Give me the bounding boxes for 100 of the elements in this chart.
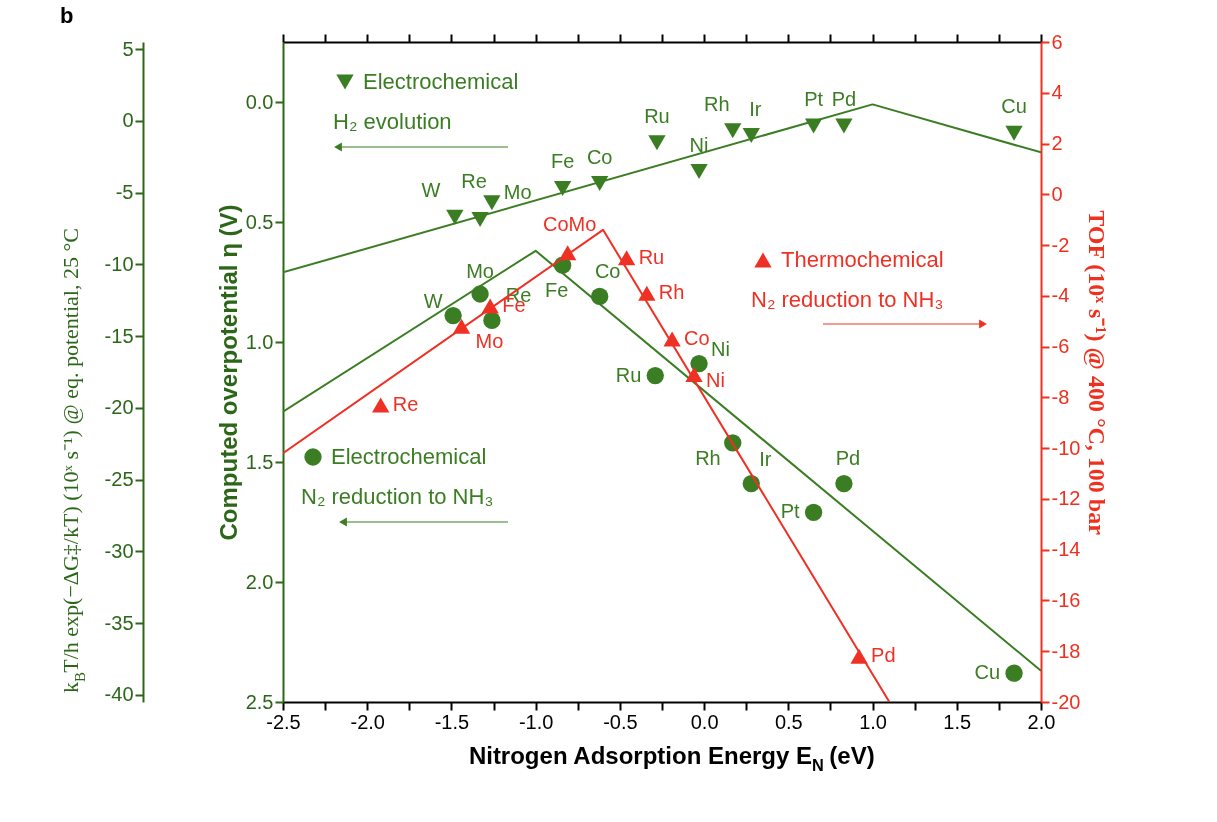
data-label: Mo [475,330,504,353]
point [663,331,681,347]
point [446,209,464,225]
data-label: Ni [689,133,709,156]
point [685,367,703,383]
y2-tick-label: 2 [1051,132,1063,155]
point [804,503,823,522]
point [638,285,656,301]
data-label: Rh [658,281,685,304]
data-label: Ni [706,368,725,391]
data-label: CoMo [542,212,597,235]
point [444,306,462,325]
y2-tick-label: -4 [1051,284,1070,307]
point [690,354,708,373]
data-label: Mo [466,260,494,282]
data-label: Pt [780,500,801,523]
y2-tick-label: -18 [1051,639,1081,662]
data-label: Cu [1001,95,1027,118]
x-tick-label: -1.5 [434,710,470,733]
data-label: Pd [871,644,896,667]
y2-tick-label: -10 [1051,436,1081,459]
point [471,285,489,303]
point [471,212,489,228]
data-label: Cu [974,661,1001,684]
text: b [60,3,74,28]
point [1005,125,1023,141]
y2-axis-title: TOF (10ˣ s⁻¹) @ 400 °C, 100 bar [1083,210,1111,536]
point [742,128,760,144]
y2-tick-label: 0 [1051,182,1063,205]
x-tick-label: 1.0 [859,710,887,733]
x-tick-label: 2.0 [1027,710,1056,733]
y3-tick-label: -35 [104,611,134,634]
data-label: Fe [544,279,569,302]
x-tick-label: 0.0 [690,710,719,733]
data-label: Rh [695,446,721,469]
data-label: W [421,179,441,202]
y3-tick-label: 0 [122,109,134,132]
y2-tick-label: -2 [1051,233,1070,256]
y-tick-label: 1.0 [245,330,274,353]
point [1005,664,1023,682]
data-label: Pt [804,88,824,110]
data-label: Pd [831,88,857,110]
point [481,298,499,314]
y2-tick-label: -12 [1051,487,1081,510]
y3-tick-label: -25 [104,468,134,491]
y2-tick-label: 6 [1051,30,1063,53]
y3-axis-title: kBT/h exp(−ΔG‡/kT) (10ˣ s⁻¹) @ eq. potential, 25 °C [58,228,88,693]
y2-tick-label: 4 [1051,81,1063,104]
y2-tick-label: -20 [1051,690,1081,713]
point [690,164,708,180]
y2-tick-label: -6 [1051,335,1070,358]
data-label: Ir [759,447,772,470]
legend-label: Electrochemical N₂ reduction to NH₃ [301,444,494,509]
x-tick-label: -2.0 [350,710,385,733]
data-label: W [423,289,443,312]
data-label: Rh [703,92,730,115]
y2-tick-label: -16 [1051,588,1081,611]
point [483,195,501,211]
data-label: Co [684,327,710,349]
y2-tick-label: -8 [1051,385,1070,408]
x-tick-label: -1.0 [518,710,554,733]
data-label: Ru [638,245,665,268]
point [835,474,853,493]
point [372,397,390,413]
data-label: Fe [550,150,575,173]
y-tick-label: 2.0 [245,570,274,593]
point [804,118,823,134]
legend-label: Electrochemical H₂ evolution [333,69,519,134]
y-tick-label: 1.5 [245,450,274,473]
point [617,250,636,266]
y2-tick-label: -14 [1051,538,1081,561]
point [850,648,868,664]
data-label: Mo [503,180,532,203]
y3-tick-label: -40 [104,683,134,706]
y3-tick-label: -15 [104,324,134,347]
data-label: Ru [644,104,670,127]
data-label: Re [392,393,419,415]
y3-tick-label: -5 [115,181,134,204]
data-label: Co [586,145,613,168]
point [591,176,609,192]
point [724,123,742,139]
data-label: Ru [615,363,642,386]
point [591,287,609,306]
point [452,318,471,334]
data-label: Re [461,169,487,192]
y3-tick-label: -10 [104,252,134,275]
data-label: Ir [749,97,762,120]
y-tick-label: 2.5 [245,690,274,713]
y3-tick-label: 5 [122,37,134,60]
point [835,118,853,134]
data-label: Pd [835,446,861,469]
data-label: Co [594,260,621,283]
x-tick-label: 1.5 [943,710,972,733]
y-tick-label: 0.5 [245,210,274,233]
point [648,135,666,151]
point [646,366,664,385]
point [553,180,572,196]
y3-tick-label: -20 [104,396,134,419]
y-tick-label: 0.0 [245,90,274,113]
x-tick-label: -0.5 [603,710,638,733]
